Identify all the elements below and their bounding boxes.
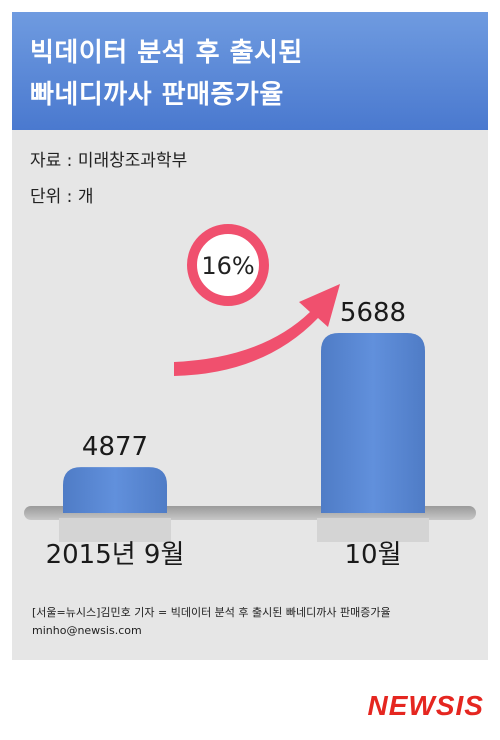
bar-reflection-0 (59, 518, 171, 542)
credit-line: [서울=뉴시스]김민호 기자 = 빅데이터 분석 후 출시된 빠네디까사 판매증… (32, 606, 391, 619)
category-label-1: 10월 (344, 540, 401, 570)
annotation-label: 16% (201, 252, 254, 280)
bar-1 (321, 333, 425, 513)
annotation-ring (187, 224, 269, 306)
bar-chart: 4877 2015년 9월 5688 10월 16% (24, 224, 476, 570)
newsis-logo: NEWSIS (367, 690, 484, 721)
title-line-2: 빠네디까사 판매증가율 (30, 80, 284, 110)
credit-email: minho@newsis.com (32, 624, 142, 637)
title-line-1: 빅데이터 분석 후 출시된 (30, 38, 303, 68)
category-label-0: 2015년 9월 (46, 540, 185, 570)
bar-0 (63, 467, 167, 513)
unit-label: 단위 : 개 (30, 187, 94, 207)
value-label-0: 4877 (82, 432, 148, 462)
infographic-card: 빅데이터 분석 후 출시된 빠네디까사 판매증가율 자료 : 미래창조과학부 단… (12, 12, 488, 660)
source-label: 자료 : 미래창조과학부 (30, 151, 188, 171)
header-banner: 빅데이터 분석 후 출시된 빠네디까사 판매증가율 (12, 12, 488, 130)
growth-arrow-icon (174, 284, 340, 376)
value-label-1: 5688 (340, 298, 406, 328)
bar-reflection-1 (317, 518, 429, 542)
